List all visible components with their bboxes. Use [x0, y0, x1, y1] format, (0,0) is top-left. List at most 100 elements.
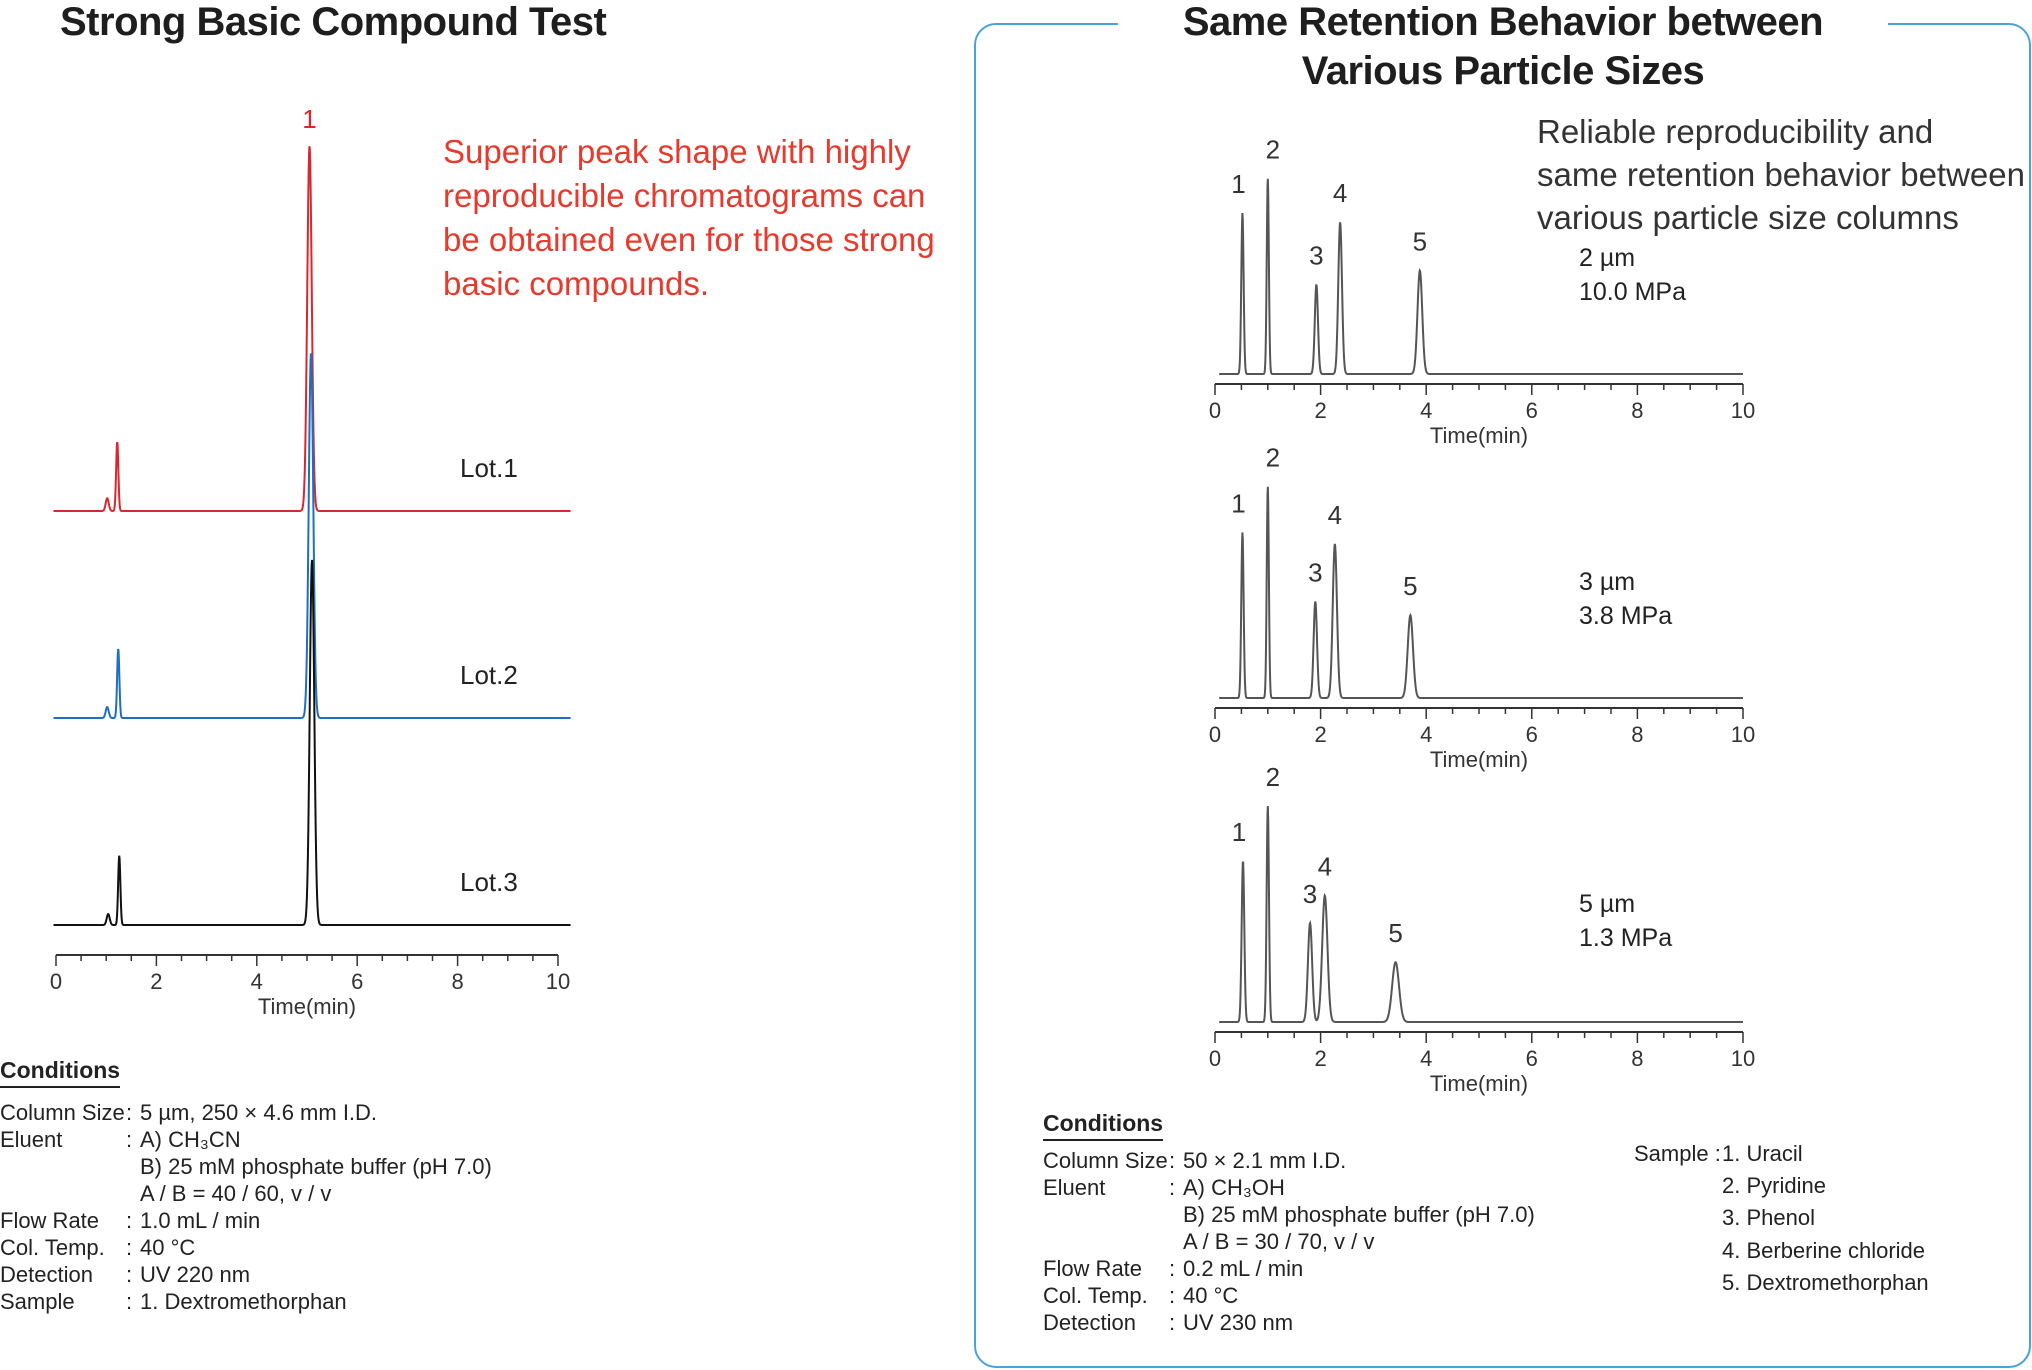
chromatogram-line: [1219, 178, 1743, 375]
condition-value: B) 25 mM phosphate buffer (pH 7.0): [140, 1154, 492, 1179]
left-note-line: be obtained even for those strong: [443, 221, 935, 258]
left-tick-label: 0: [50, 969, 62, 994]
condition-label: Flow Rate: [1043, 1256, 1143, 1281]
condition-separator: :: [126, 1208, 133, 1233]
condition-separator: :: [126, 1289, 133, 1314]
peak-number-label: 1: [1231, 488, 1245, 518]
right-1-tick-label: 6: [1526, 398, 1538, 423]
condition-label: Flow Rate: [0, 1208, 100, 1233]
condition-value: A / B = 40 / 60, v / v: [140, 1181, 332, 1206]
column-spec-label: 5 µm: [1579, 890, 1635, 918]
condition-value: 1.0 mL / min: [140, 1208, 261, 1233]
condition-value: 40 °C: [1183, 1283, 1239, 1308]
left-tick-label: 2: [150, 969, 162, 994]
peak-number-label: 4: [1318, 852, 1332, 882]
condition-value: 0.2 mL / min: [1183, 1256, 1304, 1281]
left-title: Strong Basic Compound Test: [60, 0, 607, 44]
left-tick-label: 8: [451, 969, 463, 994]
column-spec-label: 1.3 MPa: [1579, 924, 1672, 952]
right-1-tick-label: 2: [1314, 398, 1326, 423]
condition-label: Column Size: [1043, 1148, 1168, 1173]
peak-number-label: 3: [1308, 557, 1322, 587]
condition-label: Detection: [1043, 1310, 1136, 1335]
right-1-tick-label: 4: [1420, 398, 1432, 423]
condition-value: A) CH₃OH: [1183, 1175, 1285, 1200]
left-note-line: reproducible chromatograms can: [443, 177, 926, 214]
peak-number-label: 1: [1232, 817, 1246, 847]
peak-number-label: 2: [1266, 135, 1280, 165]
right-2-tick-label: 10: [1731, 722, 1755, 747]
left-conditions: Conditions Column Size:5 µm, 250 × 4.6 m…: [0, 1057, 600, 1317]
right-title-line: Various Particle Sizes: [1301, 49, 1705, 93]
condition-separator: :: [1169, 1310, 1176, 1335]
left-tick-label: 6: [351, 969, 363, 994]
right-1-axis-label: Time(min): [1430, 423, 1528, 448]
condition-value: 50 × 2.1 mm I.D.: [1183, 1148, 1347, 1173]
condition-separator: :: [126, 1235, 133, 1260]
condition-value: A / B = 30 / 70, v / v: [1183, 1229, 1375, 1254]
right-2-tick-label: 2: [1314, 722, 1326, 747]
peak-number-label: 5: [1413, 227, 1427, 257]
condition-label: Eluent: [1043, 1175, 1106, 1200]
sample-item: 1. Uracil: [1722, 1141, 1803, 1166]
condition-value: UV 230 nm: [1183, 1310, 1294, 1335]
right-3-tick-label: 4: [1420, 1046, 1432, 1071]
left-conditions-heading: Conditions: [0, 1057, 121, 1088]
right-1-tick-label: 10: [1731, 398, 1755, 423]
series-label: Lot.1: [460, 453, 518, 483]
right-3-tick-label: 2: [1314, 1046, 1326, 1071]
right-2-tick-label: 4: [1420, 722, 1432, 747]
right-3-tick-label: 6: [1526, 1046, 1538, 1071]
column-spec-label: 10.0 MPa: [1579, 278, 1686, 306]
right-3-tick-label: 8: [1631, 1046, 1643, 1071]
left-tick-label: 10: [546, 969, 570, 994]
right-note-line: various particle size columns: [1537, 199, 1959, 236]
condition-value: 40 °C: [140, 1235, 196, 1260]
peak-number-label: 1: [1231, 169, 1245, 199]
condition-separator: :: [1169, 1256, 1176, 1281]
sample-item: 2. Pyridine: [1722, 1173, 1826, 1198]
condition-label: Column Size: [0, 1100, 125, 1125]
right-3-tick-label: 0: [1209, 1046, 1221, 1071]
column-spec-label: 3 µm: [1579, 568, 1635, 596]
right-2-tick-label: 6: [1526, 722, 1538, 747]
chromatogram-line: [1219, 486, 1743, 699]
series-line-3: [53, 559, 571, 926]
right-conditions-heading: Conditions: [1043, 1110, 1164, 1141]
column-spec-label: 3.8 MPa: [1579, 602, 1672, 630]
left-note-line: Superior peak shape with highly: [443, 133, 911, 170]
left-note: Superior peak shape with highly reproduc…: [443, 130, 935, 306]
condition-separator: :: [1169, 1175, 1176, 1200]
left-tick-label: 4: [251, 969, 263, 994]
column-spec-label: 2 µm: [1579, 244, 1635, 272]
right-note: Reliable reproducibility and same retent…: [1537, 110, 2025, 239]
right-3-tick-label: 10: [1731, 1046, 1755, 1071]
right-title-line: Same Retention Behavior between: [1182, 0, 1824, 44]
condition-separator: :: [126, 1127, 133, 1152]
series-label: Lot.2: [460, 660, 518, 690]
peak-number-label: 4: [1328, 500, 1342, 530]
right-2-axis-label: Time(min): [1430, 747, 1528, 772]
series-line-2: [53, 353, 571, 719]
series-line-1: [53, 146, 571, 512]
condition-value: UV 220 nm: [140, 1262, 251, 1287]
sample-item: 3. Phenol: [1722, 1205, 1815, 1230]
condition-separator: :: [126, 1100, 133, 1125]
right-note-line: same retention behavior between: [1537, 156, 2025, 193]
condition-label: Col. Temp.: [0, 1235, 105, 1260]
chromatogram-line: [1219, 806, 1743, 1023]
peak-number-label: 2: [1266, 442, 1280, 472]
series-label: Lot.3: [460, 867, 518, 897]
sample-item: 4. Berberine chloride: [1722, 1238, 1926, 1263]
condition-value: 1. Dextromethorphan: [140, 1289, 347, 1314]
condition-separator: :: [126, 1262, 133, 1287]
peak-number-label: 3: [1303, 879, 1317, 909]
condition-separator: :: [1169, 1283, 1176, 1308]
right-sample-list: Sample : 1. Uracil 2. Pyridine 3. Phenol…: [1634, 1140, 1974, 1310]
condition-value: 5 µm, 250 × 4.6 mm I.D.: [140, 1100, 378, 1125]
condition-label: Eluent: [0, 1127, 63, 1152]
right-2-tick-label: 8: [1631, 722, 1643, 747]
